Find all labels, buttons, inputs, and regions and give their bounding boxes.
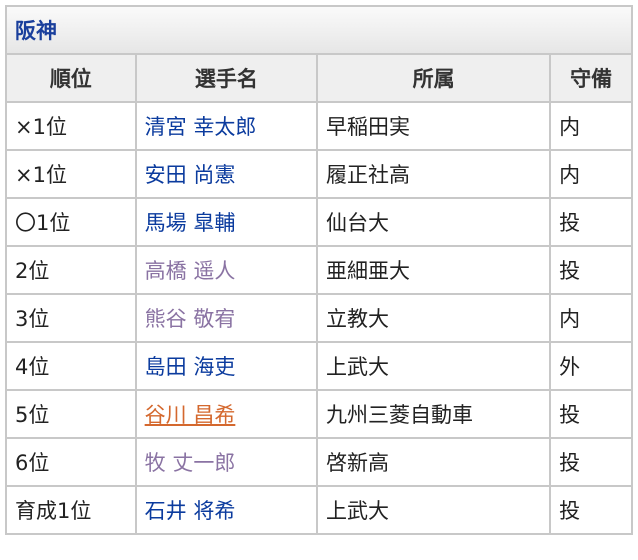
player-link[interactable]: 馬場 皐輔 (144, 211, 236, 235)
player-cell: 谷川 昌希 (134, 389, 319, 439)
rank-cell: 5位 (5, 389, 137, 439)
rank-cell: 3位 (5, 293, 137, 343)
player-cell: 馬場 皐輔 (134, 197, 319, 247)
rank-cell: 〇1位 (5, 197, 137, 247)
player-cell: 熊谷 敬宥 (134, 293, 319, 343)
position-cell: 内 (549, 101, 633, 151)
table-row: 3位 熊谷 敬宥 立教大内 (5, 293, 633, 343)
team-cell: 啓新高 (316, 437, 552, 487)
header-position: 守備 (549, 53, 633, 103)
player-link[interactable]: 石井 将希 (144, 499, 236, 523)
rank-cell: 6位 (5, 437, 137, 487)
header-team: 所属 (316, 53, 552, 103)
player-link[interactable]: 安田 尚憲 (144, 163, 236, 187)
team-cell: 亜細亜大 (316, 245, 552, 295)
player-cell: 石井 将希 (134, 485, 319, 535)
position-cell: 投 (549, 245, 633, 295)
header-player: 選手名 (134, 53, 319, 103)
player-link[interactable]: 清宮 幸太郎 (144, 115, 257, 139)
rank-cell: 4位 (5, 341, 137, 391)
position-cell: 投 (549, 437, 633, 487)
table-row: 2位 高橋 遥人 亜細亜大投 (5, 245, 633, 295)
team-title: 阪神 (15, 19, 57, 43)
table-row: 〇1位 馬場 皐輔 仙台大投 (5, 197, 633, 247)
table-row: ×1位 安田 尚憲 履正社高内 (5, 149, 633, 199)
position-cell: 投 (549, 389, 633, 439)
table-row: 5位 谷川 昌希 九州三菱自動車投 (5, 389, 633, 439)
position-cell: 外 (549, 341, 633, 391)
player-cell: 高橋 遥人 (134, 245, 319, 295)
table-row: 4位 島田 海吏 上武大外 (5, 341, 633, 391)
player-link[interactable]: 島田 海吏 (144, 355, 236, 379)
team-cell: 九州三菱自動車 (316, 389, 552, 439)
player-cell: 清宮 幸太郎 (134, 101, 319, 151)
team-cell: 上武大 (316, 341, 552, 391)
rank-cell: 2位 (5, 245, 137, 295)
player-cell: 安田 尚憲 (134, 149, 319, 199)
player-cell: 島田 海吏 (134, 341, 319, 391)
position-cell: 内 (549, 149, 633, 199)
table-row: 6位牧 丈一郎 啓新高投 (5, 437, 633, 487)
player-link[interactable]: 高橋 遥人 (144, 259, 236, 283)
team-cell: 仙台大 (316, 197, 552, 247)
player-link[interactable]: 牧 丈一郎 (144, 451, 236, 475)
rank-cell: 育成1位 (5, 485, 137, 535)
position-cell: 投 (549, 485, 633, 535)
player-link[interactable]: 熊谷 敬宥 (144, 307, 236, 331)
rank-cell: ×1位 (5, 101, 137, 151)
table-row: 育成1位 石井 将希 上武大投 (5, 485, 633, 535)
draft-table: 阪神 順位 選手名 所属 守備 ×1位 清宮 幸太郎 早稲田実内 ×1位 安田 尚憲 履正… (5, 5, 633, 535)
position-cell: 内 (549, 293, 633, 343)
team-cell: 早稲田実 (316, 101, 552, 151)
player-link[interactable]: 谷川 昌希 (144, 403, 236, 427)
position-cell: 投 (549, 197, 633, 247)
team-cell: 履正社高 (316, 149, 552, 199)
player-cell: 牧 丈一郎 (134, 437, 319, 487)
table-row: ×1位 清宮 幸太郎 早稲田実内 (5, 101, 633, 151)
header-rank: 順位 (5, 53, 137, 103)
rank-cell: ×1位 (5, 149, 137, 199)
team-cell: 上武大 (316, 485, 552, 535)
table-title: 阪神 (5, 5, 633, 55)
team-cell: 立教大 (316, 293, 552, 343)
